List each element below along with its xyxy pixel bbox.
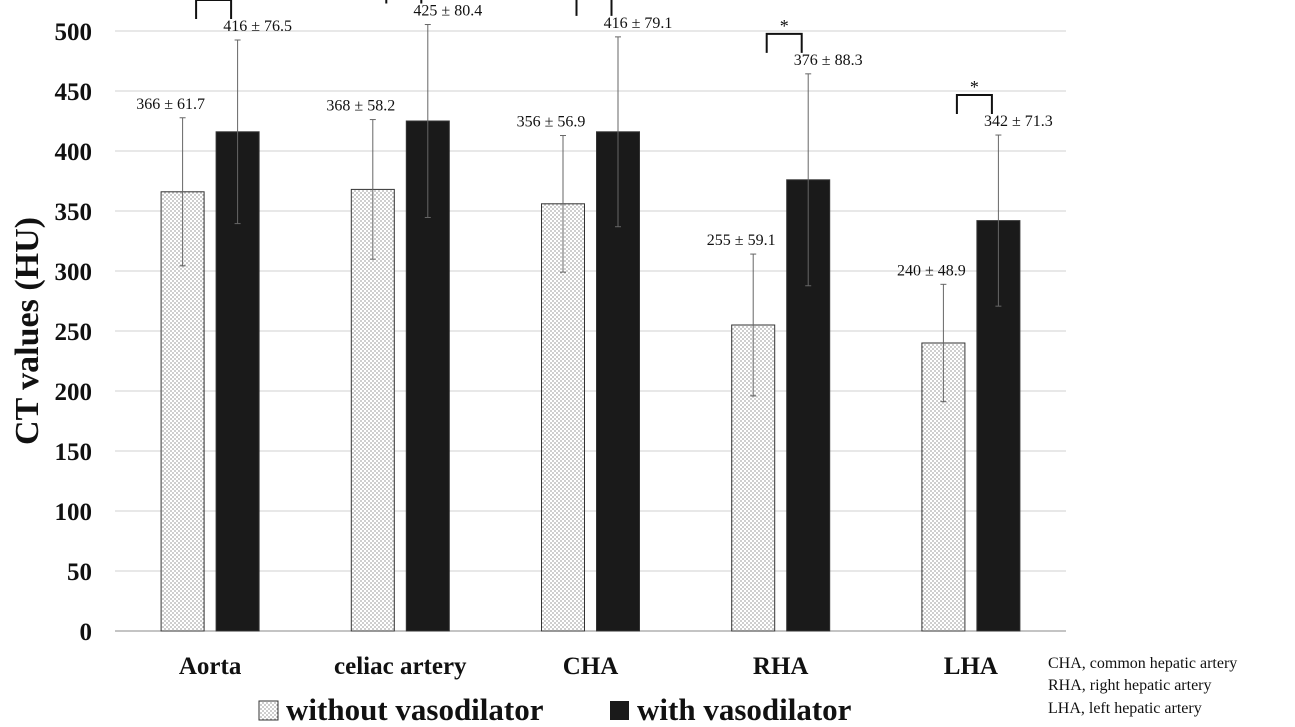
legend-swatch-with-vasodilator: [610, 701, 629, 720]
footnote-rha: RHA, right hepatic artery: [1048, 677, 1212, 694]
category-label: celiac artery: [334, 653, 467, 680]
bar-without-vasodilator: [350, 188, 395, 632]
y-tick-label: 450: [55, 79, 93, 106]
y-tick-label: 300: [55, 259, 93, 286]
category-label: CHA: [563, 653, 619, 680]
legend-swatch-without-vasodilator: [258, 700, 279, 721]
significance-star: *: [970, 77, 979, 97]
category-label: RHA: [753, 653, 809, 680]
y-tick-label: 350: [55, 199, 93, 226]
bar-without-vasodilator: [541, 203, 585, 632]
y-tick-label: 0: [80, 619, 93, 646]
data-label: 376 ± 88.3: [794, 52, 863, 69]
data-labels: 366 ± 61.7 416 ± 76.5 368 ± 58.2 425 ± 80.4…: [136, 3, 1053, 280]
significance-bracket: [765, 32, 803, 53]
data-label: 356 ± 56.9: [517, 114, 586, 131]
significance-brackets: *****: [195, 0, 993, 115]
data-label: 255 ± 59.1: [707, 232, 776, 249]
y-axis-label: CT values (HU): [9, 217, 46, 445]
legend-label-with-vasodilator: with vasodilator: [637, 692, 852, 727]
gridlines: [115, 30, 1066, 632]
data-label: 342 ± 71.3: [984, 113, 1053, 130]
y-tick-label: 500: [55, 19, 93, 46]
category-label: LHA: [944, 653, 998, 680]
y-tick-label: 100: [55, 499, 93, 526]
y-tick-label: 200: [55, 379, 93, 406]
significance-star: *: [780, 16, 789, 36]
significance-bracket: [195, 0, 233, 19]
data-label: 416 ± 79.1: [604, 15, 673, 32]
abbreviation-notes: CHA, common hepatic artery RHA, right he…: [1048, 655, 1237, 717]
data-label: 368 ± 58.2: [326, 98, 395, 115]
y-axis-ticks: 0 50 100 150 200 250 300 350 400 450 500: [55, 19, 93, 646]
error-bars: [179, 24, 1002, 403]
data-label: 416 ± 76.5: [223, 18, 292, 35]
bars: [160, 120, 1021, 632]
footnote-cha: CHA, common hepatic artery: [1048, 655, 1237, 672]
data-label: 425 ± 80.4: [413, 3, 482, 20]
significance-bracket: [955, 94, 993, 115]
data-label: 366 ± 61.7: [136, 96, 205, 113]
significance-star: *: [209, 0, 218, 2]
legend-label-without-vasodilator: without vasodilator: [286, 692, 544, 727]
footnote-lha: LHA, left hepatic artery: [1048, 700, 1202, 717]
significance-bracket: [575, 0, 613, 16]
y-tick-label: 150: [55, 439, 93, 466]
y-tick-label: 250: [55, 319, 93, 346]
category-label: Aorta: [179, 653, 242, 680]
legend: without vasodilator with vasodilator: [258, 692, 852, 727]
y-tick-label: 50: [67, 559, 92, 586]
y-tick-label: 400: [55, 139, 93, 166]
data-label: 240 ± 48.9: [897, 262, 966, 279]
category-labels: Aorta celiac artery CHA RHA LHA: [179, 653, 998, 680]
